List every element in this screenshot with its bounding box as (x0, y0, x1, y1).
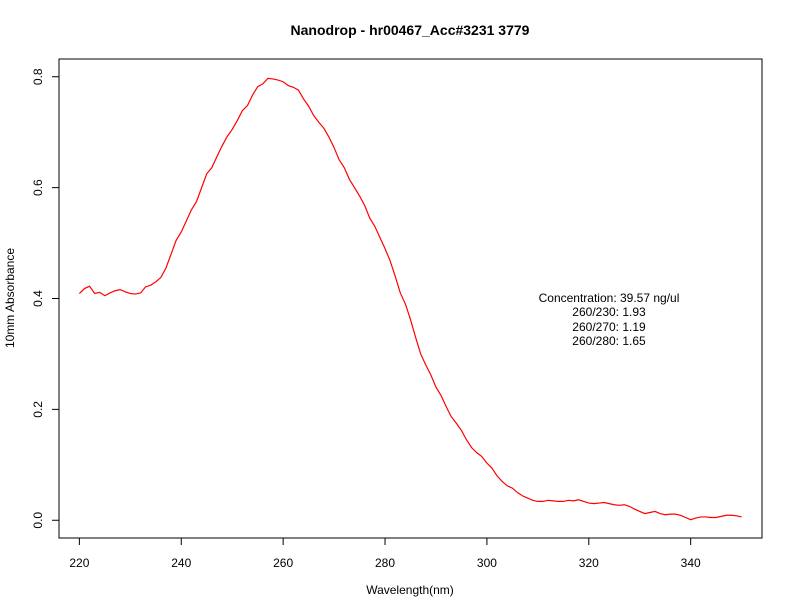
x-tick-label: 300 (477, 556, 497, 570)
ratio-260-270-text: 260/270: 1.19 (572, 320, 646, 334)
x-tick-label: 320 (579, 556, 599, 570)
y-axis: 0.0 0.2 0.4 0.6 0.8 (31, 68, 60, 529)
x-tick-label: 260 (273, 556, 293, 570)
x-tick-label: 280 (375, 556, 395, 570)
y-tick-label: 0.6 (31, 179, 45, 196)
y-tick-label: 0.4 (31, 290, 45, 307)
concentration-annotation: Concentration: 39.57 ng/ul 260/230: 1.93… (539, 291, 680, 348)
x-axis: 220 240 260 280 300 320 340 (69, 537, 701, 570)
ratio-260-230-text: 260/230: 1.93 (572, 305, 646, 319)
y-tick-label: 0.2 (31, 401, 45, 418)
x-tick-label: 240 (171, 556, 191, 570)
y-tick-label: 0.0 (31, 512, 45, 529)
chart-title: Nanodrop - hr00467_Acc#3231 3779 (291, 22, 530, 38)
x-tick-label: 340 (681, 556, 701, 570)
x-axis-label: Wavelength(nm) (366, 583, 454, 597)
concentration-text: Concentration: 39.57 ng/ul (539, 291, 680, 305)
absorbance-series-line (78, 77, 742, 521)
x-tick-label: 220 (69, 556, 89, 570)
ratio-260-280-text: 260/280: 1.65 (572, 334, 646, 348)
y-tick-label: 0.8 (31, 68, 45, 85)
y-axis-label: 10mm Absorbance (3, 248, 17, 348)
